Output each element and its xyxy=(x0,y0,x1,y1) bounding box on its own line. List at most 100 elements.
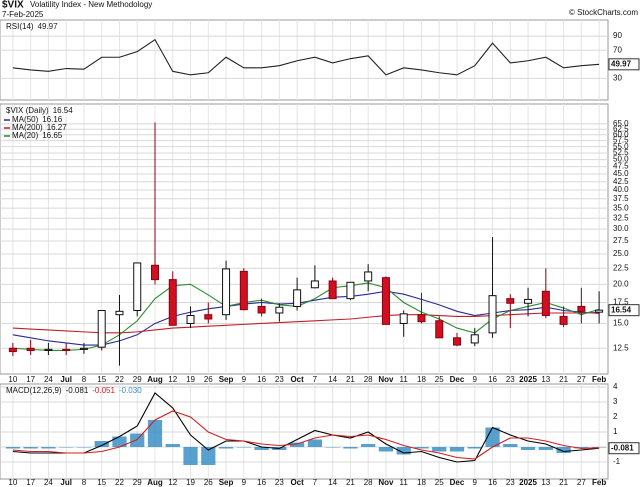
histogram-bar xyxy=(23,447,38,449)
x-tick-label: 7 xyxy=(313,375,318,384)
value-box xyxy=(608,442,640,455)
x-tick-label: 16 xyxy=(257,478,266,487)
candle-body xyxy=(595,309,604,313)
x-tick-label: 2025 xyxy=(519,375,537,384)
y-tick-label: 50.0 xyxy=(613,155,629,164)
legend-value: 16.27 xyxy=(47,123,68,132)
x-tick-label: Aug xyxy=(147,478,163,487)
x-tick-label: 19 xyxy=(186,375,195,384)
x-tick-label: 9 xyxy=(242,375,247,384)
legend-entry: MA(50) 16.16 xyxy=(12,115,63,124)
legend-value: 16.54 xyxy=(53,106,74,115)
candle-body xyxy=(364,271,373,282)
histogram-bar xyxy=(361,444,376,447)
line xyxy=(12,392,600,463)
x-tick-label: Nov xyxy=(378,375,394,384)
histogram-bar xyxy=(520,447,536,450)
candle-body xyxy=(577,305,586,312)
legend: RSI(14) 49.97 xyxy=(6,22,58,31)
candle-body xyxy=(310,280,319,289)
x-tick-label: 14 xyxy=(328,375,337,384)
x-tick-label: 17 xyxy=(26,375,35,384)
candle-body xyxy=(79,347,88,350)
y-tick-label: 90 xyxy=(613,31,622,40)
y-tick-label: 2 xyxy=(613,412,618,421)
x-tick-label: 29 xyxy=(133,478,142,487)
y-tick-label: 40.0 xyxy=(613,185,629,194)
x-tick-label: 16 xyxy=(488,478,497,487)
x-tick-label: 25 xyxy=(435,375,444,384)
x-tick-label: 28 xyxy=(364,478,373,487)
title: Volatility Index - New Methodology xyxy=(30,0,152,9)
histogram-bar xyxy=(130,433,145,447)
x-tick-label: 21 xyxy=(346,478,355,487)
x-tick-label: 19 xyxy=(186,478,195,487)
value-box-label: 49.97 xyxy=(611,59,632,68)
y-tick-label: 25.0 xyxy=(613,249,629,258)
candle-body xyxy=(115,310,124,316)
y-tick-label: 37.5 xyxy=(613,194,629,203)
x-tick-label: 15 xyxy=(97,375,106,384)
x-tick-label: 22 xyxy=(115,375,124,384)
y-tick-label: 42.5 xyxy=(613,177,629,186)
y-tick-label: 22.5 xyxy=(613,263,629,272)
legend-value: 16.16 xyxy=(42,115,63,124)
legend-value: 49.97 xyxy=(38,22,59,31)
histogram-bar xyxy=(254,447,269,450)
candle-body xyxy=(346,281,355,300)
x-tick-label: Feb xyxy=(592,478,606,487)
x-tick-label: 12 xyxy=(168,375,177,384)
x-tick-label: Oct xyxy=(290,375,304,384)
x-tick-label: 26 xyxy=(204,375,213,384)
candle-body xyxy=(541,290,550,317)
candle-body xyxy=(133,262,142,311)
histogram-bar xyxy=(94,441,109,447)
y-tick-label: 4 xyxy=(613,382,618,391)
y-tick-label: 17.5 xyxy=(613,298,629,307)
x-tick-label: Dec xyxy=(450,478,465,487)
x-tick-label: 11 xyxy=(400,478,409,487)
legend-name: MA(20) xyxy=(12,131,39,140)
y-tick-label: 57.5 xyxy=(613,136,629,145)
legend-name: RSI(14) xyxy=(6,22,34,31)
histogram-bar xyxy=(343,447,358,449)
x-tick-label: 13 xyxy=(541,478,550,487)
histogram-bar xyxy=(378,447,394,452)
histogram-bar xyxy=(59,447,74,448)
x-tick-label: 24 xyxy=(44,478,53,487)
symbol: $VIX xyxy=(2,0,24,11)
x-tick-label: 16 xyxy=(257,375,266,384)
x-tick-label: 23 xyxy=(506,375,515,384)
line xyxy=(12,282,600,352)
histogram-bar xyxy=(449,447,465,452)
x-tick-label: 21 xyxy=(346,375,355,384)
candle-body xyxy=(381,277,390,325)
candle-body xyxy=(506,298,515,304)
x-tick-label: 18 xyxy=(417,375,426,384)
candle-body xyxy=(399,313,408,324)
x-tick-label: 16 xyxy=(488,375,497,384)
x-tick-label: 12 xyxy=(168,478,177,487)
legend-value: -0.081 xyxy=(66,386,89,395)
legend: $VIX (Daily) 16.54 xyxy=(6,106,73,115)
x-tick-label: Jul xyxy=(60,375,72,384)
x-tick-label: 15 xyxy=(97,478,106,487)
y-tick-label: 1 xyxy=(613,427,618,436)
value-box-label: 16.54 xyxy=(611,305,632,314)
x-tick-label: Aug xyxy=(147,375,163,384)
y-tick-label: 12.5 xyxy=(613,343,629,352)
candle-body xyxy=(470,334,479,344)
legend-entry: MA(200) 16.27 xyxy=(12,123,67,132)
date: 7-Feb-2025 xyxy=(2,10,44,19)
x-tick-label: 8 xyxy=(82,375,87,384)
histogram-bar xyxy=(112,436,127,447)
histogram-bar xyxy=(592,447,607,448)
x-tick-label: Feb xyxy=(592,375,606,384)
x-tick-label: 28 xyxy=(364,375,373,384)
y-tick-label: 55.0 xyxy=(613,142,629,151)
y-tick-label: 20.0 xyxy=(613,279,629,288)
candle-body xyxy=(151,264,159,281)
